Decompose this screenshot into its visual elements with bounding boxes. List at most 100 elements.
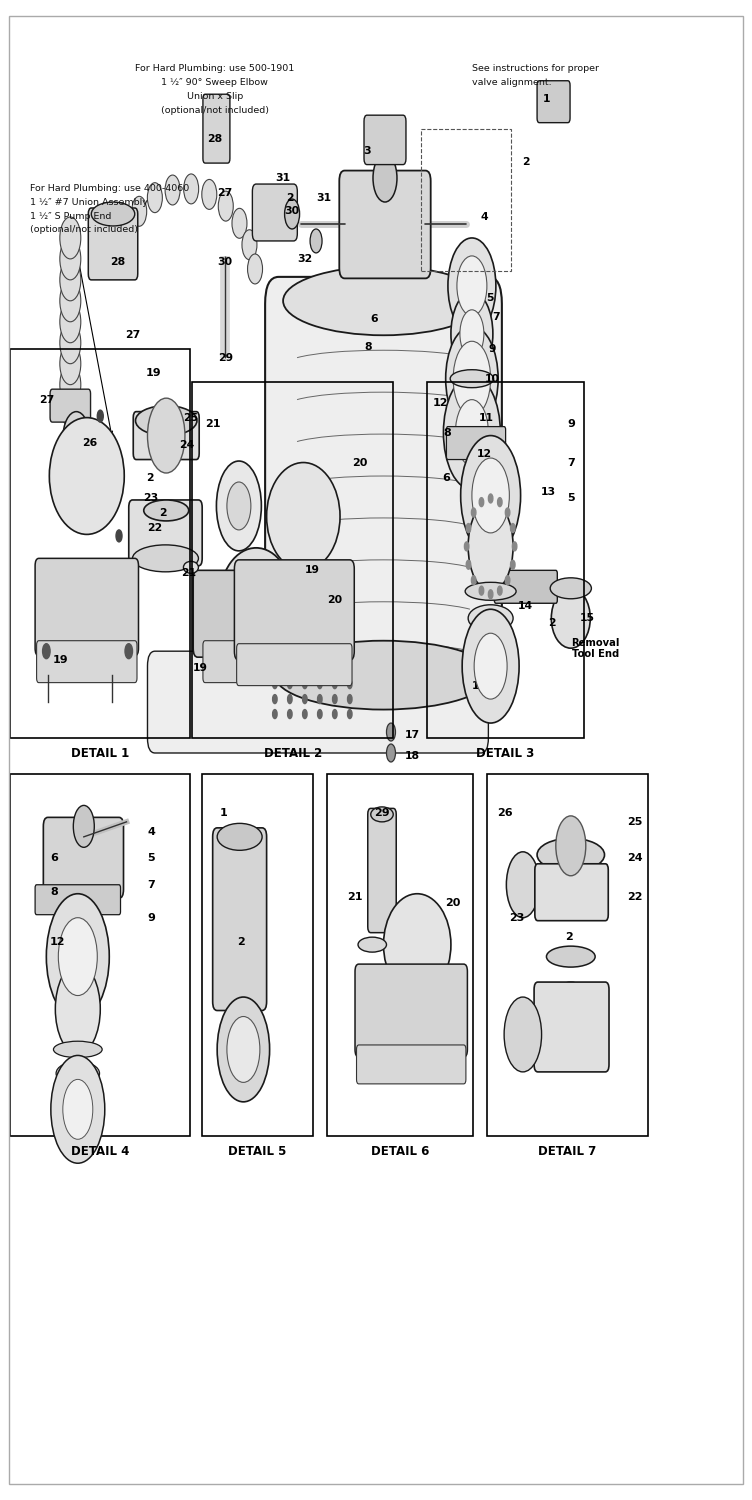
FancyBboxPatch shape xyxy=(364,116,406,165)
Ellipse shape xyxy=(132,544,199,572)
Ellipse shape xyxy=(50,417,124,534)
Text: 5: 5 xyxy=(567,494,575,504)
Text: 5: 5 xyxy=(147,853,155,862)
FancyBboxPatch shape xyxy=(147,651,488,753)
Text: 4: 4 xyxy=(481,211,489,222)
Ellipse shape xyxy=(217,824,262,850)
Text: (optional/not included): (optional/not included) xyxy=(161,105,269,114)
Text: 23: 23 xyxy=(509,912,525,922)
Circle shape xyxy=(132,196,147,226)
Circle shape xyxy=(506,852,539,918)
Circle shape xyxy=(43,644,50,658)
Circle shape xyxy=(347,694,352,703)
Text: 14: 14 xyxy=(518,602,533,612)
Text: 8: 8 xyxy=(50,886,58,897)
Circle shape xyxy=(512,542,517,550)
Text: 8: 8 xyxy=(365,342,372,352)
Text: 10: 10 xyxy=(484,374,499,384)
FancyBboxPatch shape xyxy=(494,570,557,603)
Text: 2: 2 xyxy=(565,932,572,942)
FancyBboxPatch shape xyxy=(253,184,297,242)
Ellipse shape xyxy=(547,946,595,968)
Circle shape xyxy=(242,230,257,260)
Ellipse shape xyxy=(220,548,293,652)
Text: 6: 6 xyxy=(371,314,378,324)
Circle shape xyxy=(317,710,322,718)
Ellipse shape xyxy=(91,202,135,226)
Circle shape xyxy=(97,410,103,422)
Text: 22: 22 xyxy=(627,891,642,902)
Circle shape xyxy=(63,411,89,465)
Text: For Hard Plumbing: use 500-1901: For Hard Plumbing: use 500-1901 xyxy=(135,64,295,74)
Text: 19: 19 xyxy=(145,368,161,378)
Text: 31: 31 xyxy=(274,172,290,183)
FancyBboxPatch shape xyxy=(368,808,396,933)
Circle shape xyxy=(347,680,352,688)
Text: 21: 21 xyxy=(347,891,363,902)
FancyBboxPatch shape xyxy=(534,982,609,1072)
Circle shape xyxy=(479,586,484,596)
Text: 2: 2 xyxy=(522,156,529,166)
Circle shape xyxy=(462,609,519,723)
Text: 3: 3 xyxy=(363,146,371,156)
Text: 12: 12 xyxy=(50,936,65,946)
Text: 6: 6 xyxy=(442,472,450,483)
Circle shape xyxy=(60,280,80,322)
Text: 2: 2 xyxy=(159,509,166,519)
Circle shape xyxy=(125,644,132,658)
Text: 5: 5 xyxy=(486,292,493,303)
Circle shape xyxy=(60,302,80,344)
Text: 8: 8 xyxy=(444,427,451,438)
Text: DETAIL 4: DETAIL 4 xyxy=(71,1146,129,1158)
Text: 7: 7 xyxy=(567,458,575,468)
Text: 21: 21 xyxy=(205,419,220,429)
Circle shape xyxy=(302,680,307,688)
Bar xyxy=(421,129,511,272)
Text: 20: 20 xyxy=(352,458,368,468)
Bar xyxy=(11,348,190,738)
Text: 20: 20 xyxy=(445,897,460,908)
Circle shape xyxy=(287,680,292,688)
Circle shape xyxy=(498,498,502,507)
Circle shape xyxy=(460,310,484,357)
Circle shape xyxy=(60,384,80,426)
Text: 19: 19 xyxy=(193,663,208,672)
Text: 32: 32 xyxy=(297,254,312,264)
Circle shape xyxy=(60,238,80,280)
Text: 2: 2 xyxy=(286,192,293,202)
Circle shape xyxy=(287,694,292,703)
Ellipse shape xyxy=(537,839,605,872)
Text: 4: 4 xyxy=(147,828,156,837)
Circle shape xyxy=(232,209,247,238)
Text: 21: 21 xyxy=(181,568,196,579)
Text: 1 ½″ 90° Sweep Elbow: 1 ½″ 90° Sweep Elbow xyxy=(162,78,268,87)
Text: 12: 12 xyxy=(432,398,447,408)
FancyBboxPatch shape xyxy=(339,171,431,279)
Text: 19: 19 xyxy=(53,656,68,664)
Circle shape xyxy=(284,200,299,230)
FancyBboxPatch shape xyxy=(203,94,230,164)
Text: 12: 12 xyxy=(477,448,493,459)
FancyBboxPatch shape xyxy=(265,278,502,705)
Circle shape xyxy=(472,576,476,585)
Circle shape xyxy=(56,964,100,1054)
Circle shape xyxy=(347,710,352,718)
Text: 15: 15 xyxy=(580,614,595,622)
Circle shape xyxy=(457,256,487,316)
Circle shape xyxy=(302,694,307,703)
Ellipse shape xyxy=(358,938,387,952)
Text: 13: 13 xyxy=(541,488,556,498)
Circle shape xyxy=(60,322,80,363)
FancyBboxPatch shape xyxy=(447,426,505,459)
Text: 9: 9 xyxy=(147,912,156,922)
Ellipse shape xyxy=(465,582,516,600)
FancyBboxPatch shape xyxy=(88,209,138,280)
Circle shape xyxy=(387,744,396,762)
Circle shape xyxy=(511,524,515,532)
Ellipse shape xyxy=(468,604,513,631)
Circle shape xyxy=(511,560,515,568)
Text: 1 ½″ S Pump End: 1 ½″ S Pump End xyxy=(30,211,111,220)
FancyBboxPatch shape xyxy=(235,560,354,660)
Text: 11: 11 xyxy=(478,413,493,423)
FancyBboxPatch shape xyxy=(213,828,267,1011)
